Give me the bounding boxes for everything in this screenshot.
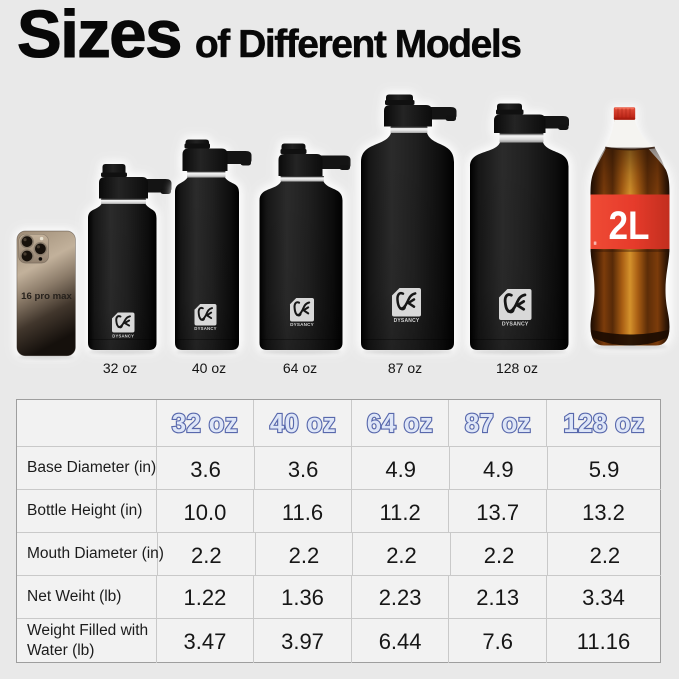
svg-text:40 oz: 40 oz — [269, 410, 335, 438]
svg-text:DYSANCY: DYSANCY — [502, 322, 529, 328]
svg-text:64 oz: 64 oz — [367, 410, 433, 438]
svg-text:DYSANCY: DYSANCY — [394, 318, 420, 324]
svg-text:32 oz: 32 oz — [172, 410, 238, 438]
svg-text:DYSANCY: DYSANCY — [194, 326, 216, 331]
svg-text:DYSANCY: DYSANCY — [290, 322, 314, 327]
svg-text:2L: 2L — [609, 204, 650, 248]
svg-text:87 oz: 87 oz — [465, 410, 531, 438]
svg-text:16 pro max: 16 pro max — [21, 291, 72, 302]
svg-text:128 oz: 128 oz — [563, 410, 644, 438]
svg-text:DYSANCY: DYSANCY — [112, 333, 134, 338]
